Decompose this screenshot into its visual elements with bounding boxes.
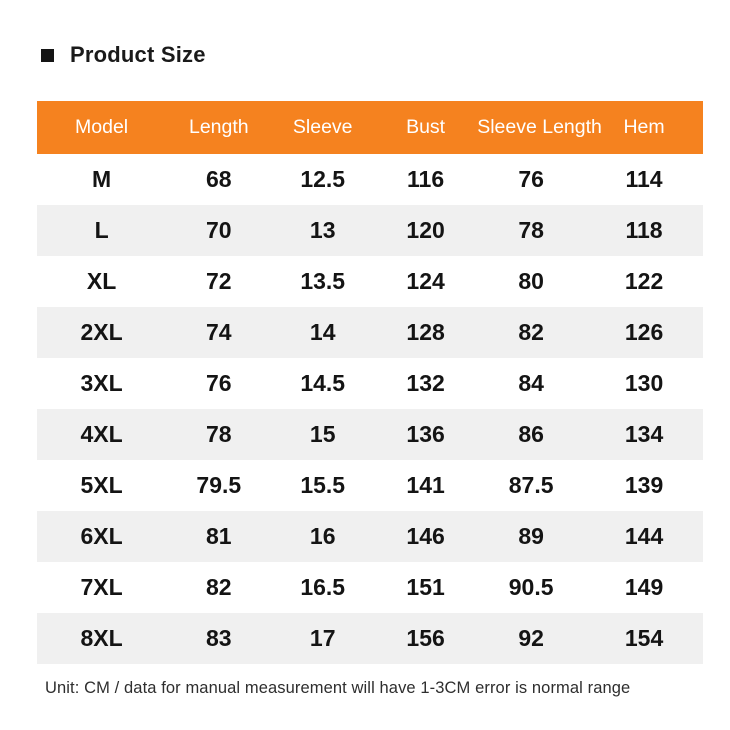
- cell-bust: 156: [406, 625, 445, 651]
- table-row-m: M 68 12.5 116 76 114: [37, 154, 703, 205]
- table-row-xl: XL 72 13.5 124 80 122: [37, 256, 703, 307]
- table-row-6xl: 6XL 81 16 146 89 144: [37, 511, 703, 562]
- cell-bust: 136: [406, 421, 445, 447]
- cell-bust: 151: [406, 574, 445, 600]
- cell-bust: 120: [406, 217, 445, 243]
- cell-length: 83: [206, 625, 232, 651]
- cell-length: 78: [206, 421, 232, 447]
- cell-length: 74: [206, 319, 232, 345]
- column-header-length: Length: [166, 101, 272, 154]
- cell-model: M: [92, 166, 112, 192]
- column-header-bust: Bust: [373, 101, 478, 154]
- column-header-hem: Hem: [585, 101, 703, 154]
- cell-sleeve-length: 87.5: [508, 472, 554, 498]
- cell-sleeve-length: 84: [518, 370, 544, 396]
- cell-hem: 134: [624, 421, 664, 447]
- column-header-model: Model: [37, 101, 167, 154]
- cell-sleeve-length: 90.5: [508, 574, 554, 600]
- cell-length: 70: [206, 217, 232, 243]
- cell-bust: 124: [406, 268, 445, 294]
- cell-length: 82: [206, 574, 232, 600]
- table-header-row: Model Length Sleeve Bust Sleeve Length H…: [37, 101, 703, 154]
- square-bullet-icon: [41, 48, 54, 62]
- cell-hem: 139: [624, 472, 664, 498]
- cell-bust: 141: [406, 472, 445, 498]
- cell-model: L: [94, 217, 109, 243]
- cell-hem: 118: [625, 217, 663, 243]
- cell-length: 68: [206, 166, 232, 192]
- cell-hem: 122: [624, 268, 664, 294]
- cell-model: 7XL: [80, 574, 123, 600]
- cell-length: 72: [206, 268, 232, 294]
- cell-sleeve: 14: [309, 319, 336, 345]
- cell-bust: 132: [406, 370, 445, 396]
- cell-hem: 144: [624, 523, 664, 549]
- cell-sleeve-length: 80: [518, 268, 544, 294]
- cell-sleeve-length: 76: [518, 166, 544, 192]
- table-row-4xl: 4XL 78 15 136 86 134: [37, 409, 703, 460]
- cell-model: 8XL: [80, 625, 123, 651]
- cell-sleeve-length: 78: [518, 217, 544, 243]
- cell-length: 76: [206, 370, 232, 396]
- cell-bust: 146: [406, 523, 445, 549]
- cell-length: 81: [206, 523, 232, 549]
- cell-sleeve-length: 82: [518, 319, 544, 345]
- cell-model: 2XL: [80, 319, 123, 345]
- cell-hem: 154: [624, 625, 664, 651]
- cell-bust: 128: [406, 319, 445, 345]
- cell-sleeve: 17: [309, 625, 336, 651]
- cell-model: 6XL: [80, 523, 123, 549]
- cell-sleeve-length: 89: [518, 523, 544, 549]
- cell-sleeve: 15: [309, 421, 336, 447]
- table-row-5xl: 5XL 79.5 15.5 141 87.5 139: [37, 460, 703, 511]
- column-header-sleeve: Sleeve: [271, 101, 374, 154]
- column-header-sleeve-length: Sleeve Length: [477, 101, 602, 154]
- cell-sleeve-length: 92: [518, 625, 544, 651]
- cell-hem: 126: [624, 319, 664, 345]
- table-row-8xl: 8XL 83 17 156 92 154: [37, 613, 703, 664]
- cell-model: 4XL: [80, 421, 123, 447]
- unit-note: Unit: CM / data for manual measurement w…: [45, 679, 631, 697]
- cell-length: 79.5: [196, 472, 242, 498]
- cell-hem: 130: [624, 370, 664, 396]
- table-row-2xl: 2XL 74 14 128 82 126: [37, 307, 703, 358]
- cell-model: XL: [86, 268, 117, 294]
- cell-sleeve: 12.5: [300, 166, 346, 192]
- cell-hem: 114: [625, 166, 663, 192]
- cell-sleeve-length: 86: [518, 421, 544, 447]
- cell-sleeve: 15.5: [300, 472, 346, 498]
- table-row-l: L 70 13 120 78 118: [37, 205, 703, 256]
- cell-model: 3XL: [80, 370, 123, 396]
- cell-sleeve: 13.5: [300, 268, 346, 294]
- table-row-7xl: 7XL 82 16.5 151 90.5 149: [37, 562, 703, 613]
- cell-bust: 116: [407, 166, 445, 192]
- cell-sleeve: 14.5: [300, 370, 346, 396]
- cell-sleeve: 16.5: [300, 574, 346, 600]
- cell-model: 5XL: [80, 472, 123, 498]
- page-title-row: Product Size: [41, 42, 206, 68]
- size-table: Model Length Sleeve Bust Sleeve Length H…: [37, 101, 703, 664]
- cell-sleeve: 16: [309, 523, 336, 549]
- cell-sleeve: 13: [309, 217, 336, 243]
- page-title: Product Size: [70, 42, 206, 67]
- table-row-3xl: 3XL 76 14.5 132 84 130: [37, 358, 703, 409]
- cell-hem: 149: [624, 574, 664, 600]
